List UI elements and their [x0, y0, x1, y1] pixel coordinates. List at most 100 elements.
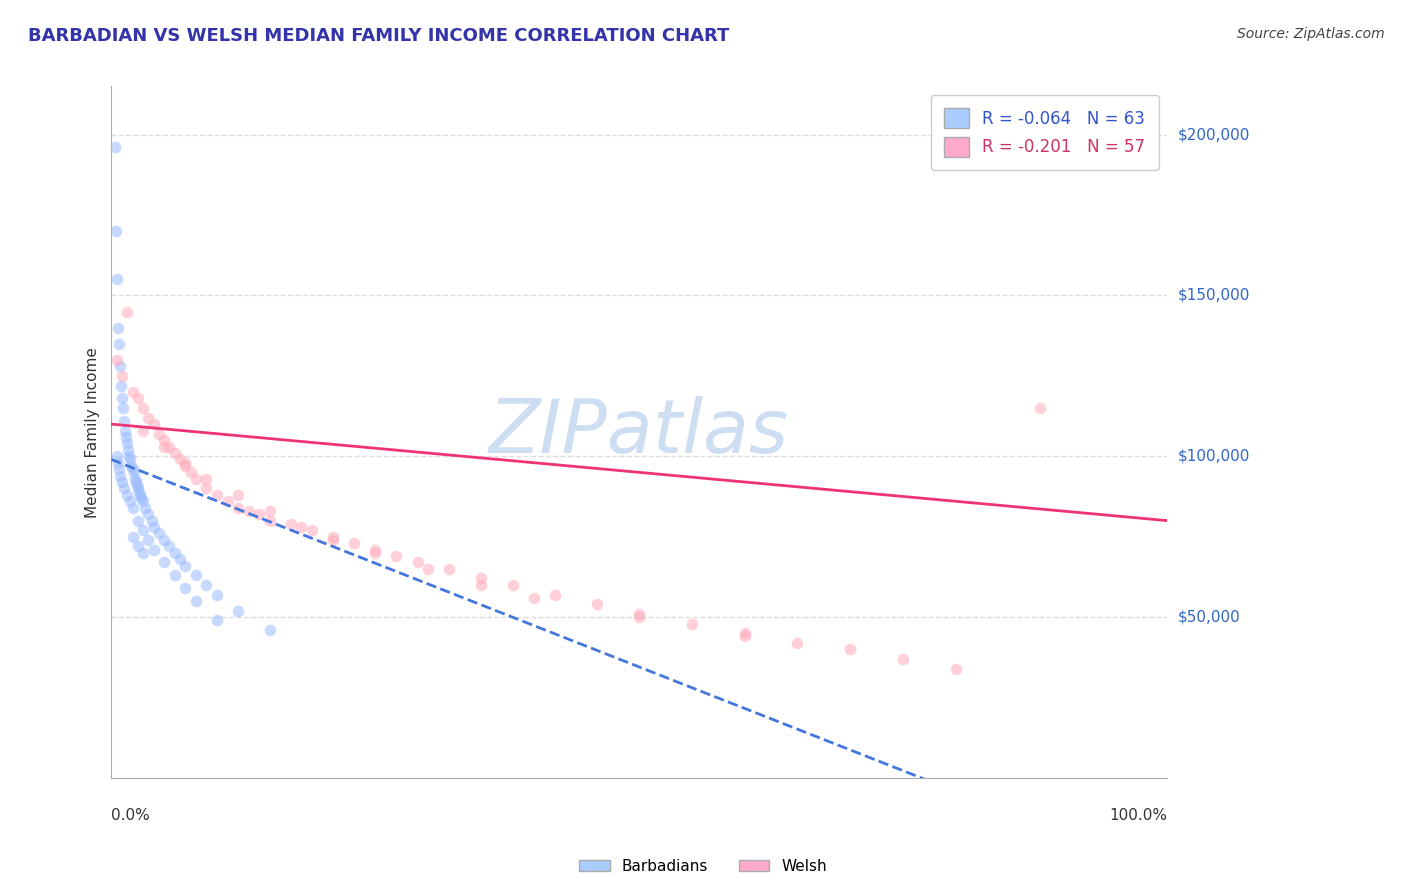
Point	[184, 594, 207, 608]
Point	[148, 426, 170, 441]
Point	[105, 450, 128, 464]
Point	[127, 514, 149, 528]
Point	[195, 482, 218, 496]
Point	[111, 392, 134, 406]
Point	[105, 272, 128, 286]
Point	[470, 578, 492, 592]
Point	[153, 440, 176, 454]
Point	[108, 359, 131, 374]
Point	[184, 568, 207, 582]
Point	[153, 556, 176, 570]
Point	[437, 562, 460, 576]
Point	[163, 546, 186, 560]
Point	[628, 610, 651, 624]
Point	[132, 424, 155, 438]
Point	[259, 623, 281, 637]
Point	[195, 578, 218, 592]
Point	[205, 488, 228, 502]
Point	[159, 539, 181, 553]
Point	[124, 472, 146, 486]
Point	[111, 401, 134, 415]
Point	[114, 424, 136, 438]
Point	[132, 546, 155, 560]
Point	[259, 504, 281, 518]
Point	[142, 417, 165, 431]
Point	[103, 140, 125, 154]
Point	[416, 562, 439, 576]
Point	[945, 662, 967, 676]
Point	[343, 536, 366, 550]
Point	[364, 542, 387, 557]
Point	[184, 472, 207, 486]
Legend: Barbadians, Welsh: Barbadians, Welsh	[572, 853, 834, 880]
Point	[169, 452, 191, 467]
Point	[217, 494, 239, 508]
Point	[121, 500, 143, 515]
Point	[141, 514, 163, 528]
Point	[1029, 401, 1052, 415]
Point	[132, 494, 155, 508]
Point	[163, 446, 186, 460]
Point	[385, 549, 408, 563]
Point	[117, 488, 139, 502]
Point	[120, 452, 142, 467]
Point	[118, 450, 141, 464]
Point	[406, 556, 429, 570]
Text: $50,000: $50,000	[1178, 609, 1240, 624]
Point	[117, 442, 139, 457]
Point	[786, 636, 808, 650]
Point	[195, 472, 218, 486]
Point	[138, 533, 160, 547]
Point	[364, 546, 387, 560]
Text: $150,000: $150,000	[1178, 288, 1250, 303]
Point	[163, 568, 186, 582]
Point	[121, 530, 143, 544]
Point	[132, 401, 155, 415]
Point	[628, 607, 651, 621]
Point	[148, 526, 170, 541]
Point	[107, 462, 129, 476]
Point	[125, 475, 148, 489]
Point	[174, 558, 197, 573]
Point	[226, 604, 249, 618]
Text: 100.0%: 100.0%	[1109, 808, 1167, 823]
Point	[107, 456, 129, 470]
Point	[502, 578, 524, 592]
Point	[891, 652, 914, 666]
Point	[290, 520, 312, 534]
Point	[127, 539, 149, 553]
Point	[205, 588, 228, 602]
Point	[238, 504, 260, 518]
Point	[301, 523, 323, 537]
Point	[127, 482, 149, 496]
Point	[132, 523, 155, 537]
Point	[839, 642, 862, 657]
Text: $200,000: $200,000	[1178, 127, 1250, 142]
Point	[125, 478, 148, 492]
Text: $100,000: $100,000	[1178, 449, 1250, 464]
Point	[117, 436, 139, 450]
Point	[180, 466, 202, 480]
Point	[174, 581, 197, 595]
Point	[544, 588, 567, 602]
Point	[127, 392, 149, 406]
Text: BARBADIAN VS WELSH MEDIAN FAMILY INCOME CORRELATION CHART: BARBADIAN VS WELSH MEDIAN FAMILY INCOME …	[28, 27, 730, 45]
Point	[734, 629, 756, 643]
Point	[259, 514, 281, 528]
Point	[121, 384, 143, 399]
Point	[523, 591, 546, 605]
Point	[107, 336, 129, 351]
Text: Source: ZipAtlas.com: Source: ZipAtlas.com	[1237, 27, 1385, 41]
Point	[138, 507, 160, 521]
Point	[128, 484, 150, 499]
Point	[105, 352, 128, 367]
Point	[129, 488, 152, 502]
Y-axis label: Median Family Income: Median Family Income	[86, 347, 100, 517]
Point	[470, 572, 492, 586]
Point	[111, 475, 134, 489]
Point	[112, 482, 135, 496]
Point	[174, 458, 197, 473]
Point	[681, 616, 703, 631]
Point	[205, 613, 228, 627]
Point	[159, 440, 181, 454]
